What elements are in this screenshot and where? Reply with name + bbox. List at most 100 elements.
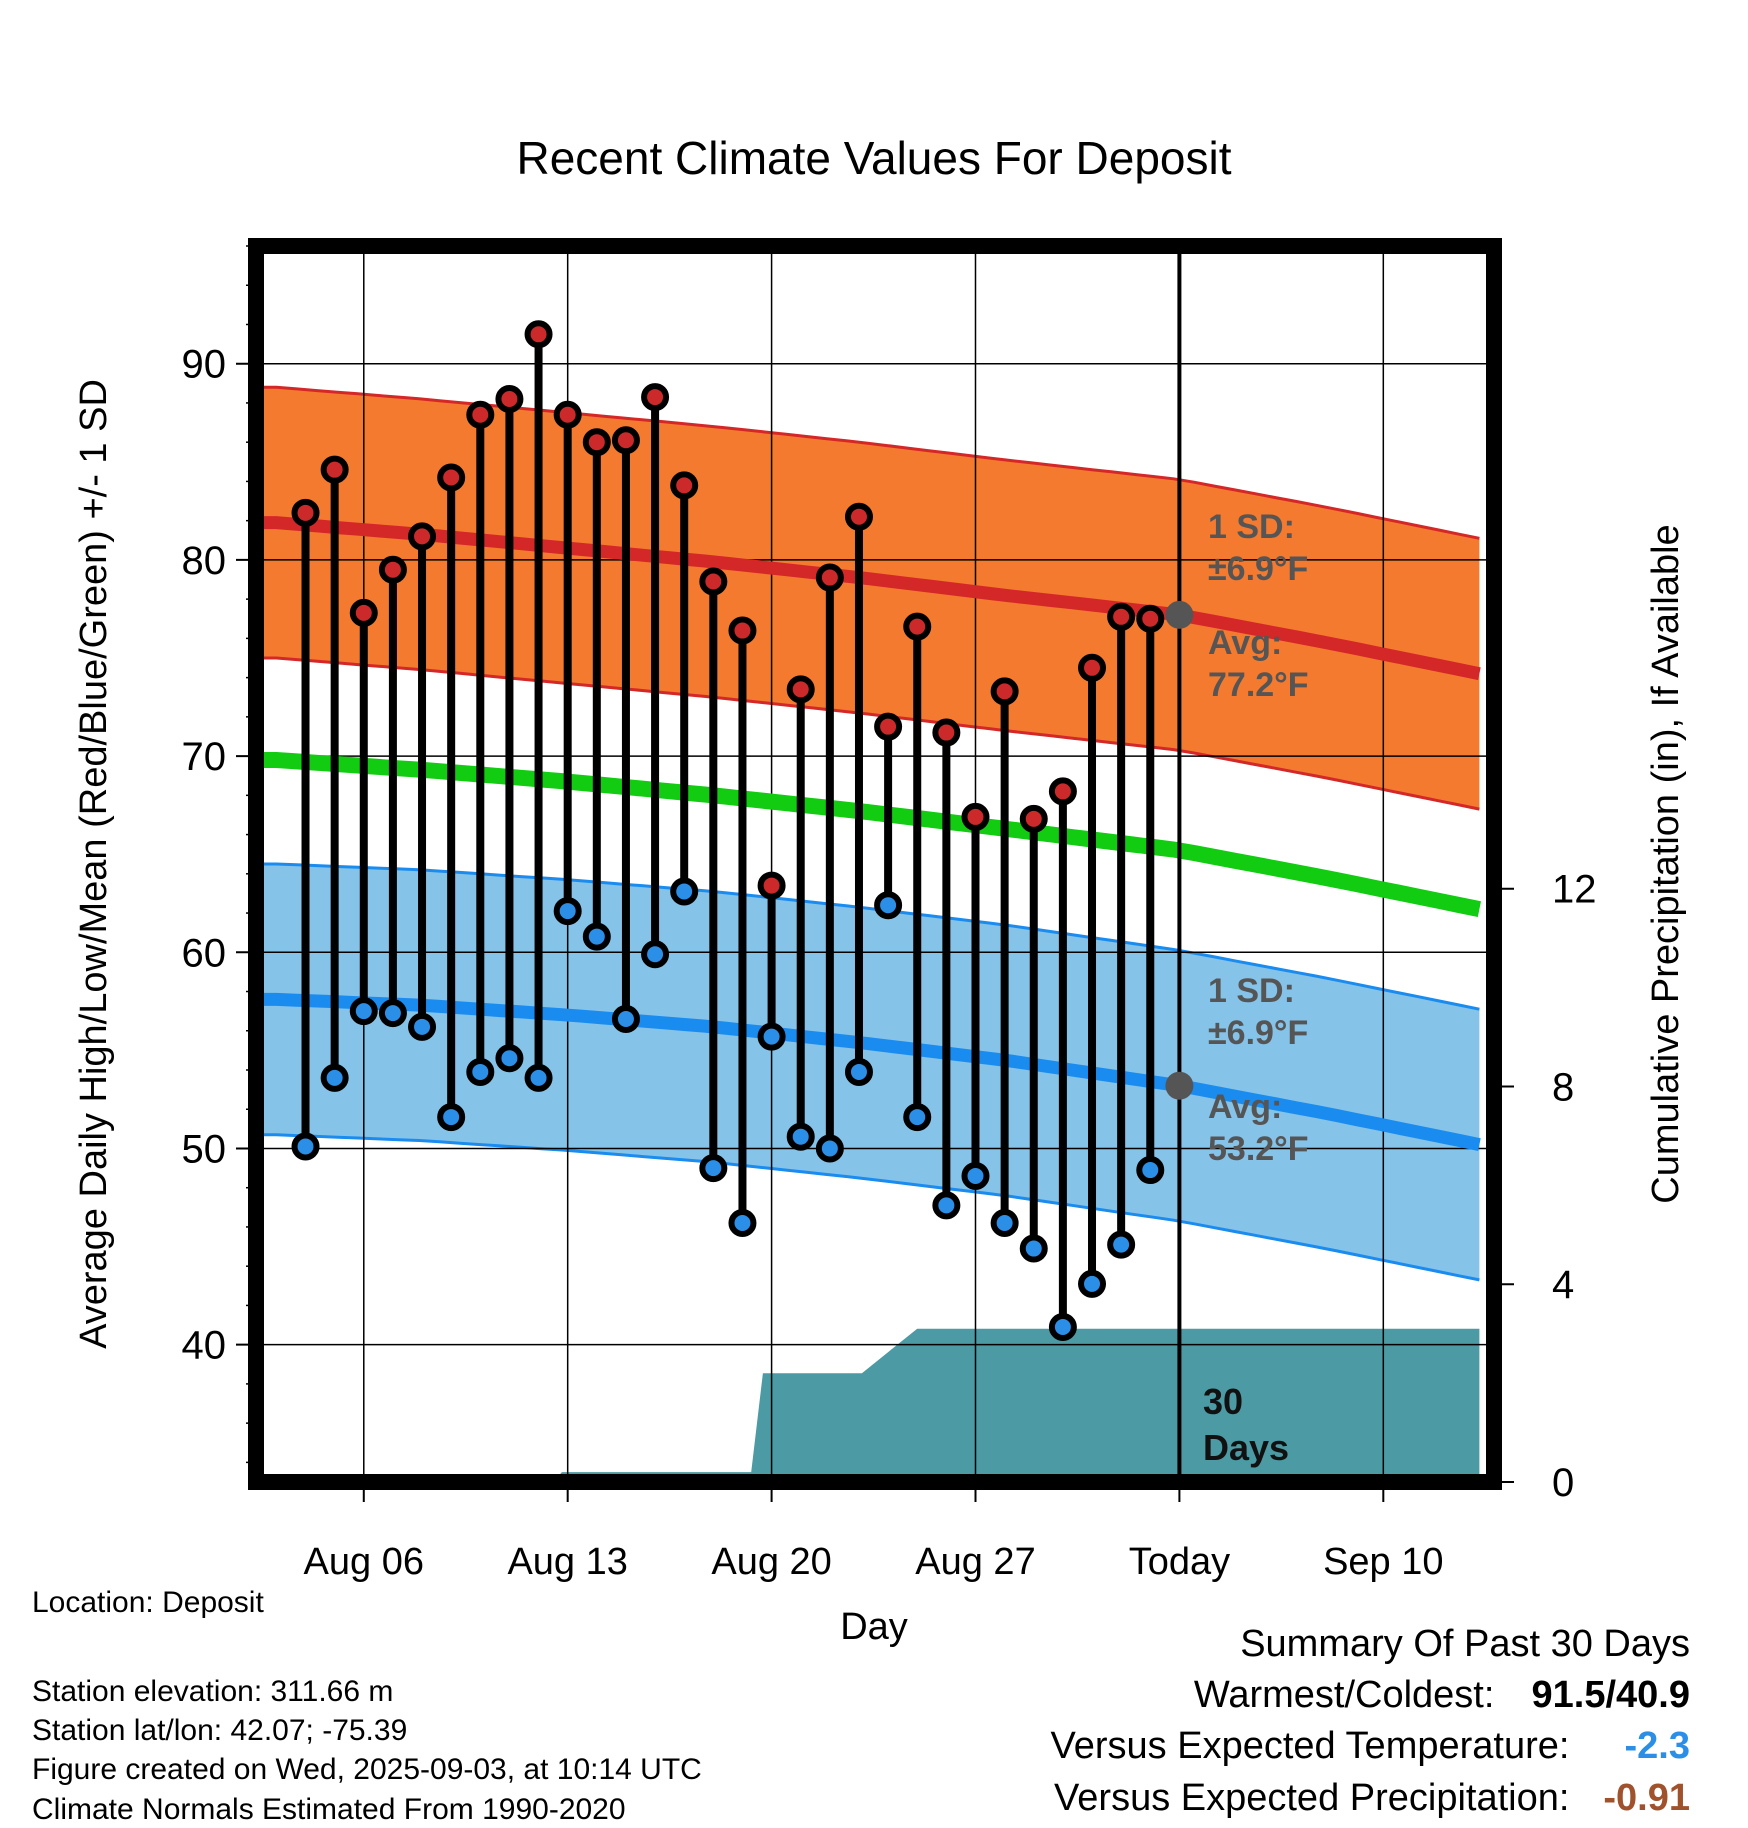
low-avg-value: 53.2°F: [1208, 1130, 1309, 1168]
y-tick-label: 80: [182, 539, 227, 583]
footer-elevation: Station elevation: 311.66 m: [32, 1675, 394, 1708]
footer-created: Figure created on Wed, 2025-09-03, at 10…: [32, 1753, 702, 1786]
daily-high-point: [611, 426, 640, 455]
daily-low-point: [815, 1134, 844, 1163]
daily-high-point: [874, 712, 903, 741]
low-sd-label: 1 SD:: [1208, 972, 1295, 1010]
summary-warm-cold-value: 91.5/40.9: [1531, 1674, 1690, 1716]
summary-title: Summary Of Past 30 Days: [1240, 1623, 1690, 1665]
y2-tick-label: 0: [1552, 1461, 1574, 1505]
high-sd-value: ±6.9°F: [1208, 550, 1308, 588]
daily-low-point: [728, 1209, 757, 1238]
daily-low-point: [1078, 1269, 1107, 1298]
footer-normals: Climate Normals Estimated From 1990-2020: [32, 1793, 626, 1826]
daily-high-point: [582, 428, 611, 457]
normal-lines: [256, 516, 1481, 1151]
y-tick-label: 50: [182, 1127, 227, 1171]
daily-low-point: [466, 1057, 495, 1086]
y-tick-label: 70: [182, 735, 227, 779]
precipitation-area: [276, 1328, 1480, 1482]
x-tick-label: Sep 10: [1323, 1541, 1443, 1583]
daily-high-point: [815, 563, 844, 592]
normal-high-line: [256, 516, 1481, 681]
high-sd-band-lower-edge: [256, 656, 1480, 811]
plot-border: [248, 238, 1502, 1490]
daily-low-point: [582, 922, 611, 951]
daily-low-point: [349, 997, 378, 1026]
daily-low-point: [961, 1161, 990, 1190]
daily-high-point: [699, 567, 728, 596]
daily-high-point: [1019, 804, 1048, 833]
daily-high-point: [903, 612, 932, 641]
y2-axis-label: Cumulative Precipitation (in), If Availa…: [1645, 524, 1687, 1203]
low-sd-band-lower-edge: [256, 1133, 1480, 1282]
daily-high-point: [641, 383, 670, 412]
daily-high-point: [524, 320, 553, 349]
x-tick-label: Aug 13: [507, 1541, 627, 1583]
summary-precip-value: -0.91: [1603, 1777, 1690, 1819]
high-avg-label: Avg:: [1208, 624, 1282, 662]
daily-high-point: [990, 677, 1019, 706]
x-tick-label: Aug 27: [915, 1541, 1035, 1583]
daily-high-point: [932, 718, 961, 747]
summary-precip-label: Versus Expected Precipitation:: [1054, 1777, 1570, 1819]
normal-low-line: [256, 992, 1481, 1151]
daily-low-point: [1048, 1313, 1077, 1342]
y-tick-label: 40: [182, 1324, 227, 1368]
daily-high-point: [786, 675, 815, 704]
summary-precip: Versus Expected Precipitation: -0.91: [1054, 1778, 1690, 1818]
daily-high-point: [844, 502, 873, 531]
y-axis-label: Average Daily High/Low/Mean (Red/Blue/Gr…: [73, 379, 115, 1349]
normal-mean-line: [256, 752, 1481, 917]
today-line: [1165, 246, 1194, 1482]
high-avg-value: 77.2°F: [1208, 666, 1309, 704]
y2-tick-label: 8: [1552, 1065, 1574, 1109]
daily-low-point: [378, 999, 407, 1028]
daily-high-point: [1136, 604, 1165, 633]
summary-temp-value: -2.3: [1624, 1725, 1690, 1767]
today-avg-high-marker: [1165, 600, 1194, 629]
daily-low-point: [844, 1057, 873, 1086]
daily-high-point: [495, 385, 524, 414]
daily-points: [291, 320, 1165, 1342]
x-tick-label: Aug 06: [304, 1541, 424, 1583]
summary-warm-cold-label: Warmest/Coldest:: [1193, 1674, 1495, 1716]
summary-temp-label: Versus Expected Temperature:: [1050, 1725, 1570, 1767]
y-tick-label: 60: [182, 931, 227, 975]
daily-high-point: [408, 522, 437, 551]
daily-low-point: [408, 1012, 437, 1041]
plot-frame: [248, 238, 1502, 1490]
x-tick-label: Today: [1129, 1541, 1230, 1583]
x-axis-label: Day: [840, 1606, 908, 1648]
today-avg-low-marker: [1165, 1071, 1194, 1100]
daily-low-point: [495, 1044, 524, 1073]
daily-high-point: [1107, 602, 1136, 631]
daily-high-point: [466, 400, 495, 429]
high-sd-band-upper-edge: [256, 385, 1480, 540]
daily-high-point: [1048, 777, 1077, 806]
annotations: 1 SD: ±6.9°F Avg: 77.2°F 1 SD: ±6.9°F Av…: [1208, 508, 1309, 1168]
daily-high-point: [961, 802, 990, 831]
daily-low-point: [786, 1122, 815, 1151]
y2-tick-label: 12: [1552, 868, 1597, 912]
high-sd-band: [256, 387, 1480, 810]
daily-low-point: [320, 1063, 349, 1092]
daily-low-point: [699, 1154, 728, 1183]
daily-low-point: [641, 940, 670, 969]
low-avg-label: Avg:: [1208, 1088, 1282, 1126]
precipitation-fill: [276, 1328, 1480, 1482]
daily-high-point: [437, 463, 466, 492]
daily-high-point: [320, 455, 349, 484]
daily-low-point: [1107, 1230, 1136, 1259]
daily-low-point: [524, 1063, 553, 1092]
footer-latlon: Station lat/lon: 42.07; -75.39: [32, 1714, 408, 1747]
y-tick-label: 90: [182, 343, 227, 387]
daily-low-point: [874, 891, 903, 920]
footer-location: Location: Deposit: [32, 1586, 264, 1619]
summary-temp: Versus Expected Temperature: -2.3: [1051, 1726, 1690, 1766]
x-tick-label: Aug 20: [711, 1541, 831, 1583]
y2-tick-label: 4: [1552, 1263, 1574, 1307]
daily-low-point: [670, 877, 699, 906]
summary-warm-cold: Warmest/Coldest: 91.5/40.9: [1194, 1675, 1690, 1715]
